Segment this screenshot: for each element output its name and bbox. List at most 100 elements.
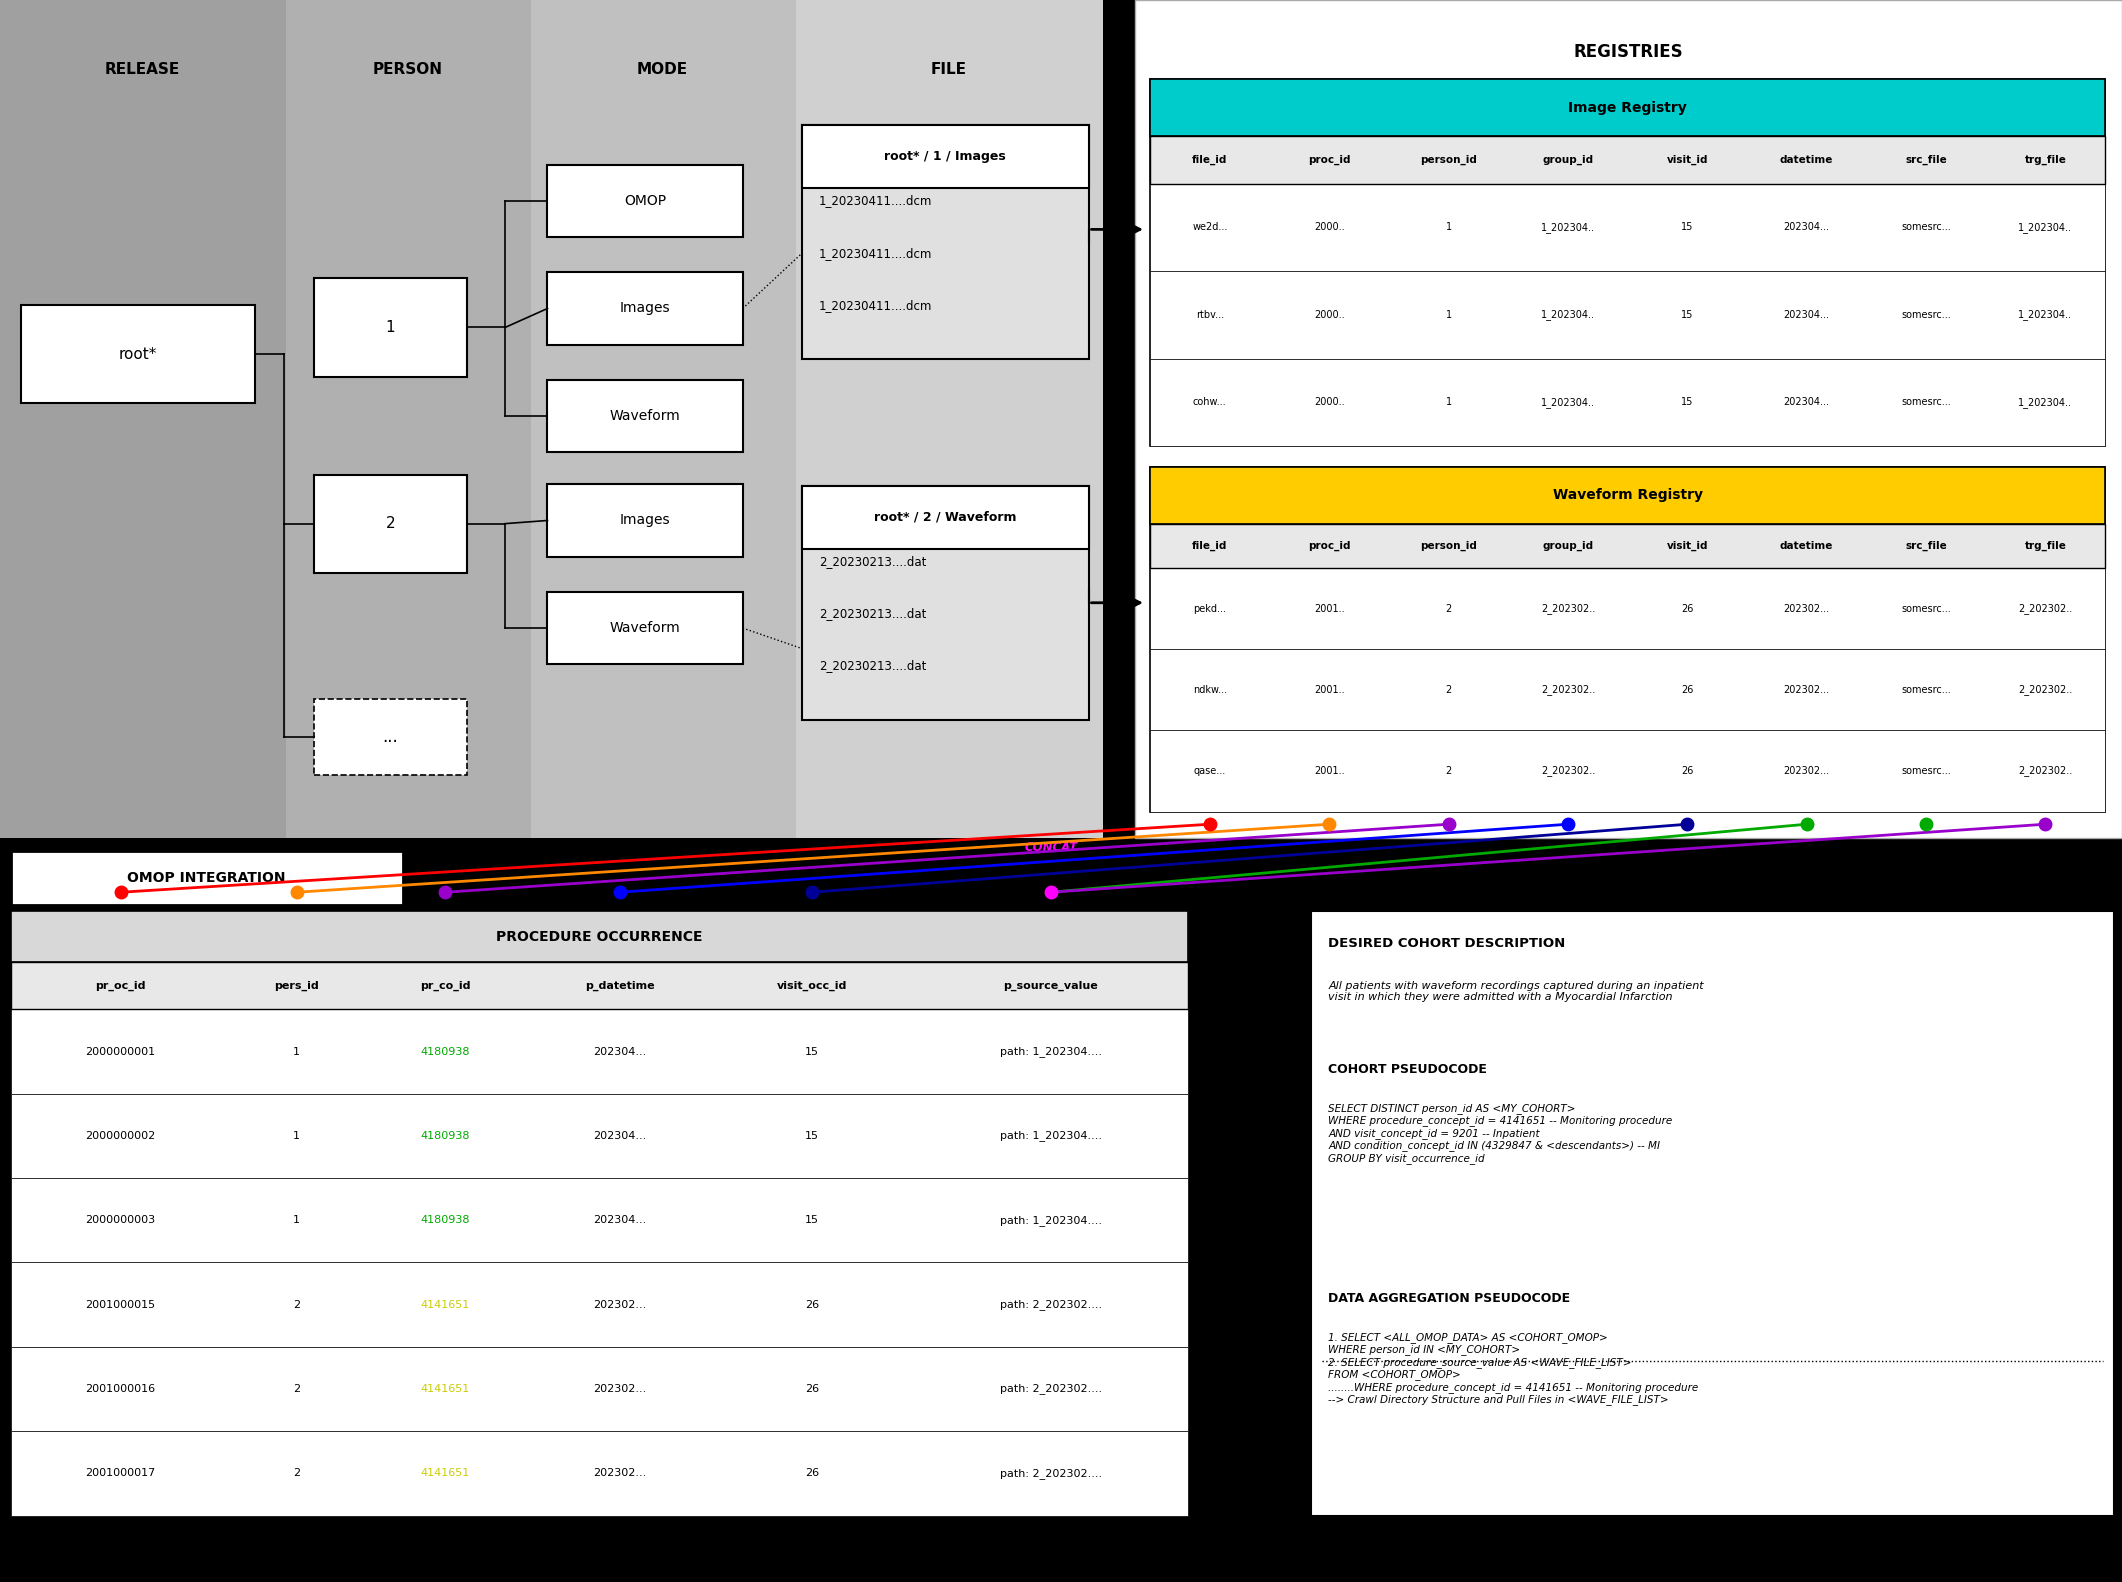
Text: 15: 15 — [1681, 397, 1693, 407]
FancyBboxPatch shape — [1150, 359, 2105, 446]
Text: 4180938: 4180938 — [420, 1215, 471, 1224]
FancyBboxPatch shape — [0, 0, 286, 838]
Text: root* / 1 / Images: root* / 1 / Images — [885, 150, 1006, 163]
Text: 202302...: 202302... — [1785, 604, 1829, 614]
Text: 2001000016: 2001000016 — [85, 1384, 155, 1394]
Text: 2: 2 — [386, 516, 395, 532]
Text: path: 2_202302....: path: 2_202302.... — [999, 1468, 1101, 1479]
Text: src_file: src_file — [1906, 155, 1946, 165]
Text: Images: Images — [620, 514, 671, 527]
Text: 2000..: 2000.. — [1314, 310, 1345, 320]
Text: pekd...: pekd... — [1193, 604, 1227, 614]
FancyBboxPatch shape — [11, 911, 1188, 962]
Text: 2001000017: 2001000017 — [85, 1468, 155, 1478]
Text: 2_20230213....dat: 2_20230213....dat — [819, 607, 927, 620]
Text: DATA AGGREGATION PSEUDOCODE: DATA AGGREGATION PSEUDOCODE — [1328, 1292, 1570, 1305]
Text: 1_202304..: 1_202304.. — [2018, 310, 2073, 320]
Text: 1: 1 — [293, 1215, 301, 1224]
FancyBboxPatch shape — [1150, 184, 2105, 271]
FancyBboxPatch shape — [1150, 568, 2105, 649]
Text: 2: 2 — [293, 1300, 301, 1310]
Text: p_datetime: p_datetime — [586, 981, 654, 990]
Text: PERSON: PERSON — [373, 62, 441, 78]
Text: src_file: src_file — [1906, 541, 1946, 551]
FancyBboxPatch shape — [547, 592, 743, 664]
FancyBboxPatch shape — [1150, 467, 2105, 812]
Text: 202302...: 202302... — [592, 1300, 647, 1310]
Text: qase...: qase... — [1195, 766, 1227, 775]
Text: 4141651: 4141651 — [420, 1300, 469, 1310]
FancyBboxPatch shape — [802, 486, 1089, 720]
FancyBboxPatch shape — [11, 1093, 1188, 1179]
FancyBboxPatch shape — [547, 272, 743, 345]
Text: path: 2_202302....: path: 2_202302.... — [999, 1299, 1101, 1310]
Text: somesrc...: somesrc... — [1901, 310, 1950, 320]
Text: 1: 1 — [1445, 397, 1451, 407]
FancyBboxPatch shape — [314, 278, 467, 377]
FancyBboxPatch shape — [11, 851, 403, 905]
Text: somesrc...: somesrc... — [1901, 223, 1950, 233]
Text: somesrc...: somesrc... — [1901, 397, 1950, 407]
FancyBboxPatch shape — [11, 1346, 1188, 1432]
Text: MODE: MODE — [637, 62, 688, 78]
Text: pr_oc_id = procedure_occurrence_id
pers_id = person_id
pr_co_id = procedure_conc: pr_oc_id = procedure_occurrence_id pers_… — [15, 1528, 191, 1565]
Text: 2000..: 2000.. — [1314, 397, 1345, 407]
Text: 15: 15 — [804, 1215, 819, 1224]
Text: pr_oc_id: pr_oc_id — [95, 981, 146, 990]
Text: somesrc...: somesrc... — [1901, 604, 1950, 614]
FancyBboxPatch shape — [1150, 79, 2105, 446]
Text: 202304...: 202304... — [1785, 223, 1829, 233]
FancyBboxPatch shape — [530, 0, 796, 838]
Text: DESIRED COHORT DESCRIPTION: DESIRED COHORT DESCRIPTION — [1328, 937, 1566, 949]
Text: proc_id: proc_id — [1307, 155, 1350, 165]
Text: 1: 1 — [293, 1047, 301, 1057]
Text: root* / 2 / Waveform: root* / 2 / Waveform — [874, 511, 1016, 524]
Text: proc_id: proc_id — [1307, 541, 1350, 551]
Text: somesrc...: somesrc... — [1901, 685, 1950, 694]
Text: 4141651: 4141651 — [420, 1384, 469, 1394]
Text: somesrc...: somesrc... — [1901, 766, 1950, 775]
Text: file_id: file_id — [1193, 541, 1227, 551]
Text: 4180938: 4180938 — [420, 1047, 471, 1057]
Text: 2_20230213....dat: 2_20230213....dat — [819, 555, 927, 568]
Text: Images: Images — [620, 302, 671, 315]
Text: 1_202304..: 1_202304.. — [2018, 221, 2073, 233]
FancyBboxPatch shape — [1150, 731, 2105, 812]
Text: 4141651: 4141651 — [420, 1468, 469, 1478]
Text: 15: 15 — [1681, 223, 1693, 233]
Text: we2d...: we2d... — [1193, 223, 1227, 233]
Text: 1_20230411....dcm: 1_20230411....dcm — [819, 195, 932, 207]
Text: 15: 15 — [1681, 310, 1693, 320]
Text: 202304...: 202304... — [592, 1215, 647, 1224]
Text: 1_202304..: 1_202304.. — [2018, 397, 2073, 408]
FancyBboxPatch shape — [314, 699, 467, 775]
FancyBboxPatch shape — [11, 1432, 1188, 1516]
FancyBboxPatch shape — [1150, 467, 2105, 524]
Text: visit_id: visit_id — [1666, 155, 1708, 165]
Text: visit_id: visit_id — [1666, 541, 1708, 551]
Text: 202302...: 202302... — [592, 1384, 647, 1394]
Text: 26: 26 — [1681, 766, 1693, 775]
Text: PROCEDURE OCCURRENCE: PROCEDURE OCCURRENCE — [497, 930, 702, 943]
Text: CONCAT: CONCAT — [1025, 842, 1078, 854]
Text: Waveform Registry: Waveform Registry — [1553, 489, 1702, 501]
Text: rtbv...: rtbv... — [1195, 310, 1224, 320]
Text: FILE: FILE — [932, 62, 966, 78]
FancyBboxPatch shape — [21, 305, 255, 403]
Text: COHORT PSEUDOCODE: COHORT PSEUDOCODE — [1328, 1063, 1488, 1076]
Text: 202302...: 202302... — [592, 1468, 647, 1478]
Text: cohw...: cohw... — [1193, 397, 1227, 407]
Text: 26: 26 — [1681, 685, 1693, 694]
Text: 202302...: 202302... — [1785, 766, 1829, 775]
Text: 2: 2 — [1445, 766, 1451, 775]
Text: 2: 2 — [293, 1468, 301, 1478]
Text: 1_202304..: 1_202304.. — [1541, 397, 1596, 408]
FancyBboxPatch shape — [1150, 79, 2105, 136]
Text: 1. SELECT <ALL_OMOP_DATA> AS <COHORT_OMOP>
WHERE person_id IN <MY_COHORT>
2. SEL: 1. SELECT <ALL_OMOP_DATA> AS <COHORT_OMO… — [1328, 1332, 1698, 1405]
Text: 1: 1 — [1445, 223, 1451, 233]
Text: 2: 2 — [1445, 604, 1451, 614]
FancyBboxPatch shape — [547, 380, 743, 452]
Text: path: 2_202302....: path: 2_202302.... — [999, 1384, 1101, 1394]
FancyBboxPatch shape — [286, 0, 530, 838]
Text: 202304...: 202304... — [592, 1047, 647, 1057]
